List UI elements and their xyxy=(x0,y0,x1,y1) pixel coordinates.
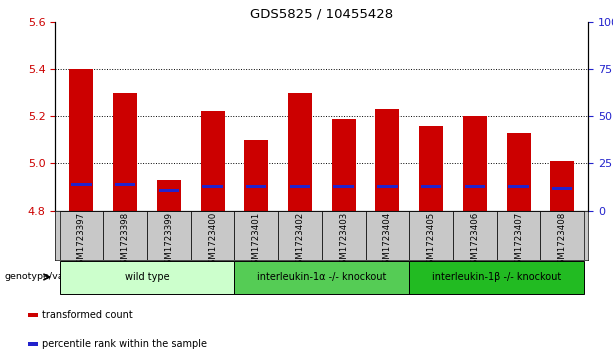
Bar xyxy=(113,93,137,211)
Text: GSM1723398: GSM1723398 xyxy=(121,212,129,270)
Bar xyxy=(333,185,354,188)
Text: GSM1723408: GSM1723408 xyxy=(558,212,567,270)
Text: GSM1723405: GSM1723405 xyxy=(427,212,436,270)
Bar xyxy=(200,111,224,211)
Text: GSM1723404: GSM1723404 xyxy=(383,212,392,270)
Text: GSM1723406: GSM1723406 xyxy=(470,212,479,270)
Bar xyxy=(28,313,38,317)
Text: interleukin-1β -/- knockout: interleukin-1β -/- knockout xyxy=(432,272,562,282)
Bar xyxy=(147,211,191,260)
Bar xyxy=(409,211,453,260)
Text: GSM1723397: GSM1723397 xyxy=(77,212,86,270)
Bar xyxy=(191,211,234,260)
Bar xyxy=(288,93,312,211)
Text: transformed count: transformed count xyxy=(42,310,133,320)
Bar xyxy=(290,185,310,188)
Text: interleukin-1α -/- knockout: interleukin-1α -/- knockout xyxy=(257,272,387,282)
Bar xyxy=(115,183,135,186)
Bar xyxy=(234,211,278,260)
Bar xyxy=(234,261,409,294)
Bar xyxy=(375,109,400,211)
Title: GDS5825 / 10455428: GDS5825 / 10455428 xyxy=(250,8,394,21)
Text: GSM1723399: GSM1723399 xyxy=(164,212,173,270)
Bar xyxy=(332,118,356,211)
Bar xyxy=(506,132,531,211)
Text: GSM1723403: GSM1723403 xyxy=(339,212,348,270)
Bar xyxy=(508,185,529,188)
Bar xyxy=(59,211,103,260)
Text: GSM1723402: GSM1723402 xyxy=(295,212,305,270)
Bar xyxy=(421,185,441,188)
Bar xyxy=(419,126,443,211)
Bar xyxy=(463,116,487,211)
Text: GSM1723407: GSM1723407 xyxy=(514,212,523,270)
Bar xyxy=(465,185,485,188)
Bar xyxy=(159,189,179,192)
Bar xyxy=(157,180,181,211)
Text: percentile rank within the sample: percentile rank within the sample xyxy=(42,339,207,349)
Bar xyxy=(377,185,398,188)
Bar xyxy=(365,211,409,260)
Bar xyxy=(244,140,268,211)
Bar xyxy=(550,161,574,211)
Bar xyxy=(322,211,365,260)
Bar xyxy=(71,183,91,186)
Text: GSM1723400: GSM1723400 xyxy=(208,212,217,270)
Bar xyxy=(202,185,223,188)
Bar xyxy=(69,69,93,211)
Text: wild type: wild type xyxy=(124,272,169,282)
Text: genotype/variation: genotype/variation xyxy=(4,273,94,281)
Bar xyxy=(278,211,322,260)
Bar xyxy=(246,185,267,188)
Bar xyxy=(541,211,584,260)
Bar xyxy=(453,211,497,260)
Bar xyxy=(409,261,584,294)
Bar xyxy=(59,261,234,294)
Text: GSM1723401: GSM1723401 xyxy=(252,212,261,270)
Bar xyxy=(103,211,147,260)
Bar xyxy=(28,342,38,346)
Bar xyxy=(497,211,541,260)
Bar xyxy=(552,187,573,189)
